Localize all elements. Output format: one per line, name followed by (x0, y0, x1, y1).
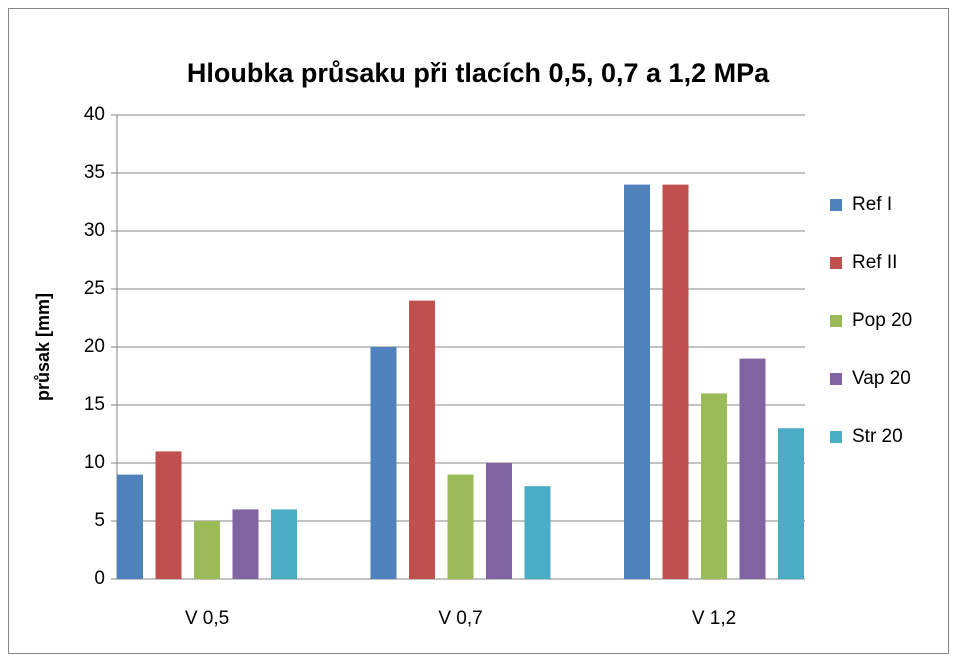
y-tick-label: 40 (84, 104, 105, 125)
y-axis-label: průsak [mm] (33, 293, 53, 401)
y-tick-label: 30 (84, 220, 105, 241)
bar (778, 428, 804, 579)
bar (409, 300, 435, 579)
legend-swatch (830, 199, 842, 211)
bar (662, 184, 689, 579)
legend-label: Ref I (852, 194, 892, 215)
y-tick-label: 20 (84, 336, 105, 357)
bar (486, 463, 512, 579)
bar (524, 486, 551, 579)
bar (194, 521, 220, 579)
legend-swatch (830, 373, 842, 385)
bar (739, 358, 766, 579)
x-tick-label: V 0,7 (438, 608, 482, 629)
y-tick-label: 0 (94, 568, 105, 589)
chart-title: Hloubka průsaku při tlacích 0,5, 0,7 a 1… (187, 58, 770, 88)
x-tick-label: V 1,2 (692, 608, 736, 629)
bar (232, 509, 259, 579)
legend-label: Str 20 (852, 426, 903, 447)
y-tick-label: 10 (84, 452, 105, 473)
legend-label: Pop 20 (852, 310, 912, 331)
legend-swatch (830, 431, 842, 443)
y-tick-label: 15 (84, 394, 105, 415)
y-tick-label: 25 (84, 278, 105, 299)
x-tick-label: V 0,5 (185, 608, 229, 629)
bar (370, 347, 397, 579)
legend-label: Ref II (852, 252, 897, 273)
y-tick-label: 5 (94, 510, 105, 531)
legend-swatch (830, 315, 842, 327)
bar (155, 451, 182, 579)
legend-swatch (830, 257, 842, 269)
legend-label: Vap 20 (852, 368, 911, 389)
bar (447, 474, 474, 579)
bar (701, 393, 727, 579)
chart-frame (8, 8, 949, 654)
bar (271, 509, 297, 579)
y-tick-label: 35 (84, 162, 105, 183)
bar (624, 184, 650, 579)
bar (117, 474, 143, 579)
